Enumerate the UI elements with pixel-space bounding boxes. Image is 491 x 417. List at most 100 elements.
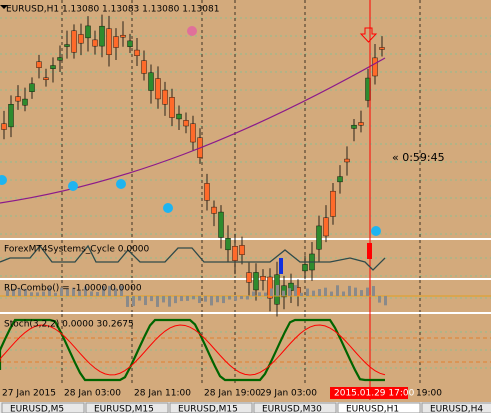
candle-body — [211, 206, 217, 214]
candle-body — [50, 65, 56, 69]
combo-bar — [156, 296, 159, 307]
countdown: « 0:59:45 — [392, 151, 445, 164]
combo-bar — [42, 291, 45, 296]
candle-body — [358, 122, 364, 126]
candle-body — [183, 120, 189, 127]
combo-bar — [300, 292, 303, 296]
tab-label[interactable]: EURUSD,M15 — [178, 405, 238, 415]
combo-bar — [108, 285, 111, 296]
candle-body — [344, 158, 350, 163]
combo-bar — [24, 288, 27, 296]
tab-label[interactable]: EURUSD,M30 — [262, 405, 322, 415]
combo-bar — [114, 288, 117, 296]
combo-bar — [6, 289, 9, 296]
time-highlight — [330, 387, 408, 399]
time-label: 2015.01.29 17:00 — [334, 389, 415, 399]
combo-bar — [138, 296, 141, 301]
candle-body — [141, 60, 147, 74]
combo-bar — [150, 296, 153, 302]
signal-dot — [187, 26, 197, 36]
combo-bar — [72, 287, 75, 296]
candle-body — [1, 123, 7, 130]
combo-bar — [306, 288, 309, 296]
grid — [0, 0, 491, 385]
time-axis: 27 Jan 2015 28 Jan 03:00 28 Jan 11:00 28 Ja… — [2, 387, 442, 399]
candle-body — [29, 83, 35, 92]
combo-bar — [378, 296, 381, 303]
candle-body — [372, 57, 378, 77]
candle-body — [36, 61, 42, 68]
combo-bar — [174, 296, 177, 304]
candle-body — [232, 246, 238, 261]
combo-bar — [36, 292, 39, 296]
candle-body — [155, 78, 161, 100]
combo-bar — [372, 285, 375, 296]
indicator-label: ForexMT4Systems_Cycle 0.0000 — [4, 245, 150, 255]
combo-bar — [222, 296, 225, 304]
candle-body — [239, 245, 245, 255]
combo-bar — [246, 296, 249, 300]
tab-label[interactable]: EURUSD,M5 — [10, 405, 64, 415]
dropdown — [0, 5, 8, 9]
time-label: 27 Jan 2015 — [2, 389, 56, 399]
tab-label[interactable]: EURUSD,H4 — [430, 405, 483, 415]
combo-bar — [336, 285, 339, 296]
candle-body — [379, 47, 385, 50]
cycle-bar — [279, 258, 283, 274]
time-label: 28 Jan 03:00 — [64, 389, 121, 399]
moving-average — [0, 57, 386, 204]
combo-bar — [144, 296, 147, 306]
combo-bar — [234, 296, 237, 301]
combo-bar — [240, 296, 243, 300]
combo-bar — [288, 288, 291, 296]
indicator-label: RD-Combo() = -1.0000 0.0000 — [4, 284, 142, 294]
stoch-main — [0, 318, 385, 382]
candle-body — [43, 77, 49, 80]
arrow — [359, 27, 378, 43]
candle-body — [351, 124, 357, 129]
combo-bar — [78, 291, 81, 296]
candle-body — [71, 30, 77, 53]
combo-bar — [186, 296, 189, 301]
stoch-signal — [0, 324, 386, 376]
tab-label[interactable]: EURUSD,H1 — [346, 405, 399, 415]
combo-bar — [126, 296, 129, 307]
candle-body — [85, 25, 91, 39]
combo-bar — [360, 290, 363, 296]
combo-bar — [168, 296, 171, 307]
combo-bar — [30, 292, 33, 296]
combo-bar — [18, 288, 21, 296]
combo-bar — [216, 296, 219, 303]
candle-body — [106, 28, 112, 55]
candle-body — [99, 25, 105, 47]
combo-bar — [252, 291, 255, 296]
combo-bar — [348, 285, 351, 296]
candle-body — [267, 276, 273, 299]
combo-bar — [192, 296, 195, 300]
time-label: 19:00 — [416, 389, 442, 399]
candle-body — [64, 44, 70, 47]
combo-bar — [294, 285, 297, 296]
candle-body — [57, 57, 63, 61]
candle-body — [246, 272, 252, 283]
candle-body — [134, 49, 140, 56]
candle-body — [92, 39, 98, 47]
time-label: 29 Jan 03:00 — [260, 389, 317, 399]
combo-bar — [228, 296, 231, 300]
time-label: 28 Jan 19:00 — [204, 389, 261, 399]
candle-body — [22, 98, 28, 106]
combo-bar — [54, 292, 57, 296]
combo-bar — [318, 289, 321, 296]
combo-bar — [324, 287, 327, 296]
combo-bar — [12, 288, 15, 296]
combo-bar — [210, 296, 213, 306]
candle-body — [113, 36, 119, 48]
candle-body — [15, 96, 21, 102]
combo-bar — [264, 292, 267, 296]
tab-label[interactable]: EURUSD,M15 — [94, 405, 154, 415]
candle-body — [330, 190, 336, 217]
candle-body — [253, 272, 259, 291]
candle-body — [176, 113, 182, 120]
combo-bar — [312, 290, 315, 296]
